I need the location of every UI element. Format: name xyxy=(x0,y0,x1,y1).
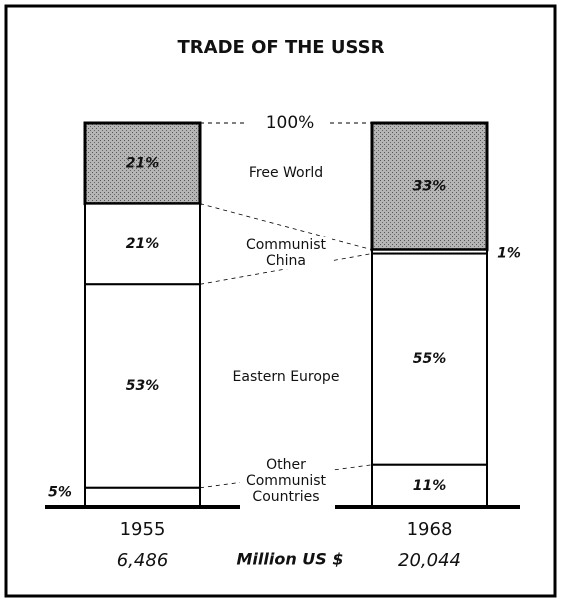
total-label: 20,044 xyxy=(398,550,461,571)
series-label: Communist China xyxy=(240,237,332,269)
total-label: 6,486 xyxy=(117,550,169,571)
value-label: 21% xyxy=(126,236,160,252)
bar-segment xyxy=(84,283,201,489)
bar-segment xyxy=(84,202,201,286)
bar-segment xyxy=(371,463,488,509)
x-tick-label: 1968 xyxy=(407,519,453,540)
series-label: Eastern Europe xyxy=(211,369,361,385)
value-label: 5% xyxy=(48,484,72,500)
bar-segment xyxy=(371,252,488,466)
series-label: Other Communist Countries xyxy=(240,457,332,505)
value-label: 33% xyxy=(413,178,447,194)
bar-segment xyxy=(370,121,489,252)
value-label: 53% xyxy=(126,378,160,394)
series-label: Free World xyxy=(248,165,324,181)
value-label: 11% xyxy=(413,478,447,494)
connector xyxy=(199,464,373,489)
annotation: 100% xyxy=(266,113,315,133)
bar-segment xyxy=(84,486,201,508)
connector xyxy=(199,203,373,251)
chart-title: TRADE OF THE USSR xyxy=(178,37,385,58)
x-tick-label: 1955 xyxy=(120,519,166,540)
connector xyxy=(199,253,373,285)
value-label: 21% xyxy=(126,155,160,171)
frame xyxy=(4,4,557,598)
value-label: 1% xyxy=(497,246,521,262)
value-label: 55% xyxy=(413,351,447,367)
unit-label: Million US $ xyxy=(236,550,343,569)
